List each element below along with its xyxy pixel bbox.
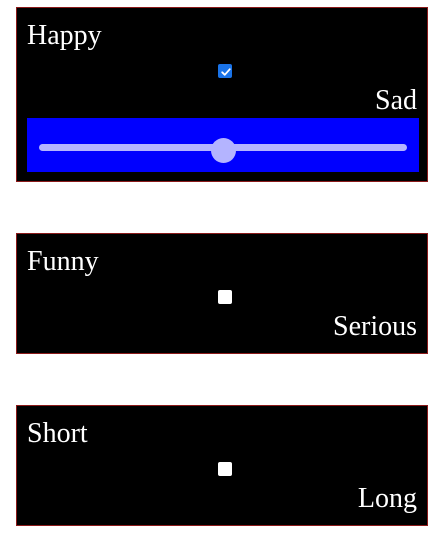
- slider-thumb[interactable]: [211, 138, 236, 163]
- checkmark-icon: [221, 68, 231, 76]
- scale-card-short-long: Short Long: [16, 405, 428, 526]
- scale-left-label: Funny: [27, 246, 99, 277]
- scale-left-label: Happy: [27, 20, 102, 51]
- enable-checkbox[interactable]: [218, 290, 232, 304]
- scale-left-label: Short: [27, 418, 88, 449]
- scale-right-label: Long: [357, 483, 417, 514]
- slider-container: [27, 118, 419, 172]
- scale-right-label: Serious: [333, 311, 417, 342]
- enable-checkbox[interactable]: [218, 64, 232, 78]
- enable-checkbox[interactable]: [218, 462, 232, 476]
- scale-card-funny-serious: Funny Serious: [16, 233, 428, 354]
- scale-right-label: Sad: [375, 85, 417, 116]
- scale-card-happy-sad: Happy Sad: [16, 7, 428, 182]
